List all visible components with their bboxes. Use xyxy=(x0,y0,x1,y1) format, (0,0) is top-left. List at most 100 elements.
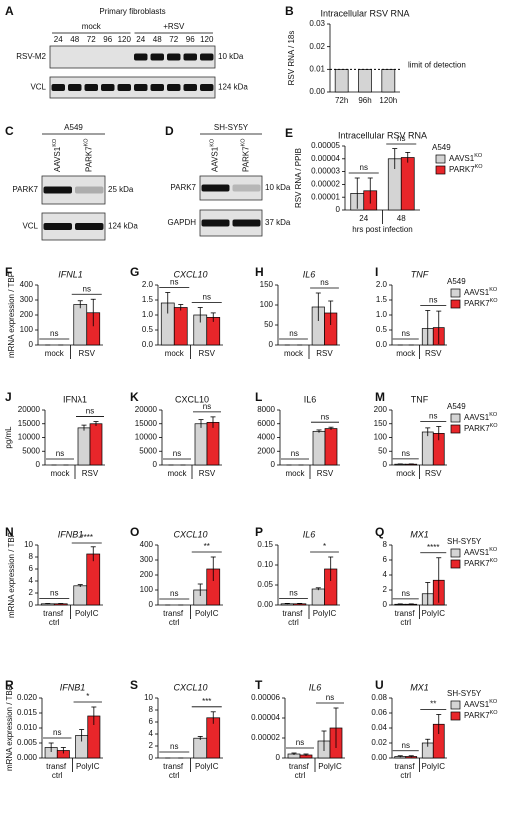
lane-label-main: AAVS1 xyxy=(53,146,62,172)
y-tick-label: 0.02 xyxy=(309,42,325,51)
blot-group-label: +RSV xyxy=(163,22,185,31)
panel-letter: E xyxy=(285,126,293,140)
y-tick-label: 1.5 xyxy=(142,295,154,304)
blot-band xyxy=(84,84,98,91)
y-tick-label: 300 xyxy=(140,555,154,564)
x-tick-label: PolyIC xyxy=(421,762,445,771)
blot-membrane xyxy=(49,45,216,69)
blot-band xyxy=(51,84,65,91)
blot-band xyxy=(117,84,131,91)
y-tick-label: 0.01 xyxy=(309,64,325,73)
panel-letter: U xyxy=(375,678,384,692)
x-tick-label: 24 xyxy=(359,214,368,223)
significance-label: ns xyxy=(203,293,211,302)
legend-label: AAVS1KO xyxy=(464,699,498,709)
blot-band xyxy=(232,184,261,192)
x-tick-label: 72h xyxy=(335,96,348,105)
x-tick-line: transf xyxy=(46,762,68,771)
y-tick-label: 150 xyxy=(374,419,388,428)
panel-letter: N xyxy=(5,525,14,539)
significance-label: ns xyxy=(429,296,437,305)
y-tick-label: 0 xyxy=(149,753,154,762)
y-tick-label: 0.00 xyxy=(309,87,325,96)
bar xyxy=(358,68,372,93)
significance-label: ns xyxy=(173,449,181,458)
bar xyxy=(400,157,415,211)
chart-title: IFNλ1 xyxy=(63,394,87,404)
y-axis-label: mRNA expression / TBP xyxy=(7,272,16,358)
y-tick-label: 0 xyxy=(29,600,34,609)
y-tick-label: 0 xyxy=(29,340,34,349)
blot-membrane xyxy=(199,175,263,201)
blot-band xyxy=(134,84,148,91)
chart-title: IFNL1 xyxy=(58,269,83,279)
y-tick-label: 0.000 xyxy=(17,753,38,762)
legend-title: SH-SY5Y xyxy=(447,689,482,698)
bar xyxy=(311,588,325,606)
y-tick-label: 0 xyxy=(269,340,274,349)
bar xyxy=(381,68,396,93)
lane-label-sup: KO xyxy=(210,138,216,147)
significance-label: ns xyxy=(56,449,64,458)
lane-label-sup: KO xyxy=(241,138,247,147)
y-tick-label: 0 xyxy=(149,600,154,609)
bar xyxy=(324,428,338,466)
y-tick-label: 10 xyxy=(24,540,33,549)
y-tick-label: 0.00006 xyxy=(251,693,280,702)
y-tick-label: 10 xyxy=(144,693,153,702)
protein-label: GAPDH xyxy=(168,218,197,227)
blot-group-label: mock xyxy=(82,22,102,31)
significance-label: *** xyxy=(202,697,211,706)
chart-title: CXCL10 xyxy=(173,529,207,539)
x-tick-label: transf ctrl xyxy=(46,762,68,780)
bar xyxy=(73,585,88,606)
panel-letter: H xyxy=(255,265,264,279)
lane-label-main: AAVS1 xyxy=(211,146,220,172)
blot-band xyxy=(201,219,230,227)
x-tick-label: mock xyxy=(285,469,305,478)
y-tick-label: 0.00002 xyxy=(311,180,340,189)
legend-swatch xyxy=(435,165,446,175)
blot-band xyxy=(43,223,72,230)
x-tick-label: PolyIC xyxy=(421,609,445,618)
y-tick-label: 0.005 xyxy=(17,738,38,747)
y-tick-label: 100 xyxy=(374,433,388,442)
blot-band xyxy=(68,84,82,91)
legend-label: AAVS1KO xyxy=(449,153,483,163)
chart-title: IFNB1 xyxy=(58,529,84,539)
protein-label: RSV-M2 xyxy=(16,52,46,61)
blot-band xyxy=(75,223,104,230)
size-label: 124 kDa xyxy=(108,222,138,231)
y-tick-label: 400 xyxy=(20,280,34,289)
blot-band xyxy=(200,84,214,91)
y-tick-label: 4 xyxy=(383,570,388,579)
panel-letter: B xyxy=(285,4,294,18)
x-tick-line: transf xyxy=(282,609,304,618)
y-tick-label: 0.015 xyxy=(17,708,38,717)
chart-title: CXCL10 xyxy=(173,682,207,692)
y-tick-label: 6 xyxy=(29,564,34,573)
x-tick-label: RSV xyxy=(317,469,334,478)
y-tick-label: 100 xyxy=(140,585,154,594)
y-tick-label: 15000 xyxy=(18,419,41,428)
y-tick-label: 8 xyxy=(383,540,388,549)
y-tick-label: 20000 xyxy=(18,405,41,414)
blot-band xyxy=(134,53,148,61)
lane-label: PARK7KO xyxy=(84,138,94,172)
chart-title: Intracellular RSV RNA xyxy=(320,8,409,18)
significance-label: ns xyxy=(397,134,405,143)
significance-label: ** xyxy=(204,542,210,551)
significance-label: * xyxy=(86,692,89,701)
y-tick-label: 2 xyxy=(149,741,154,750)
x-tick-line: ctrl xyxy=(169,771,180,780)
blot-band xyxy=(150,84,164,91)
significance-label: **** xyxy=(427,543,439,552)
significance-label: ns xyxy=(296,738,304,747)
significance-label: ns xyxy=(360,163,368,172)
protein-label: PARK7 xyxy=(170,183,196,192)
x-tick-label: 120h xyxy=(379,96,397,105)
y-tick-label: 0.00 xyxy=(257,600,273,609)
x-tick-label: transf ctrl xyxy=(43,609,65,627)
y-tick-label: 100 xyxy=(20,325,34,334)
